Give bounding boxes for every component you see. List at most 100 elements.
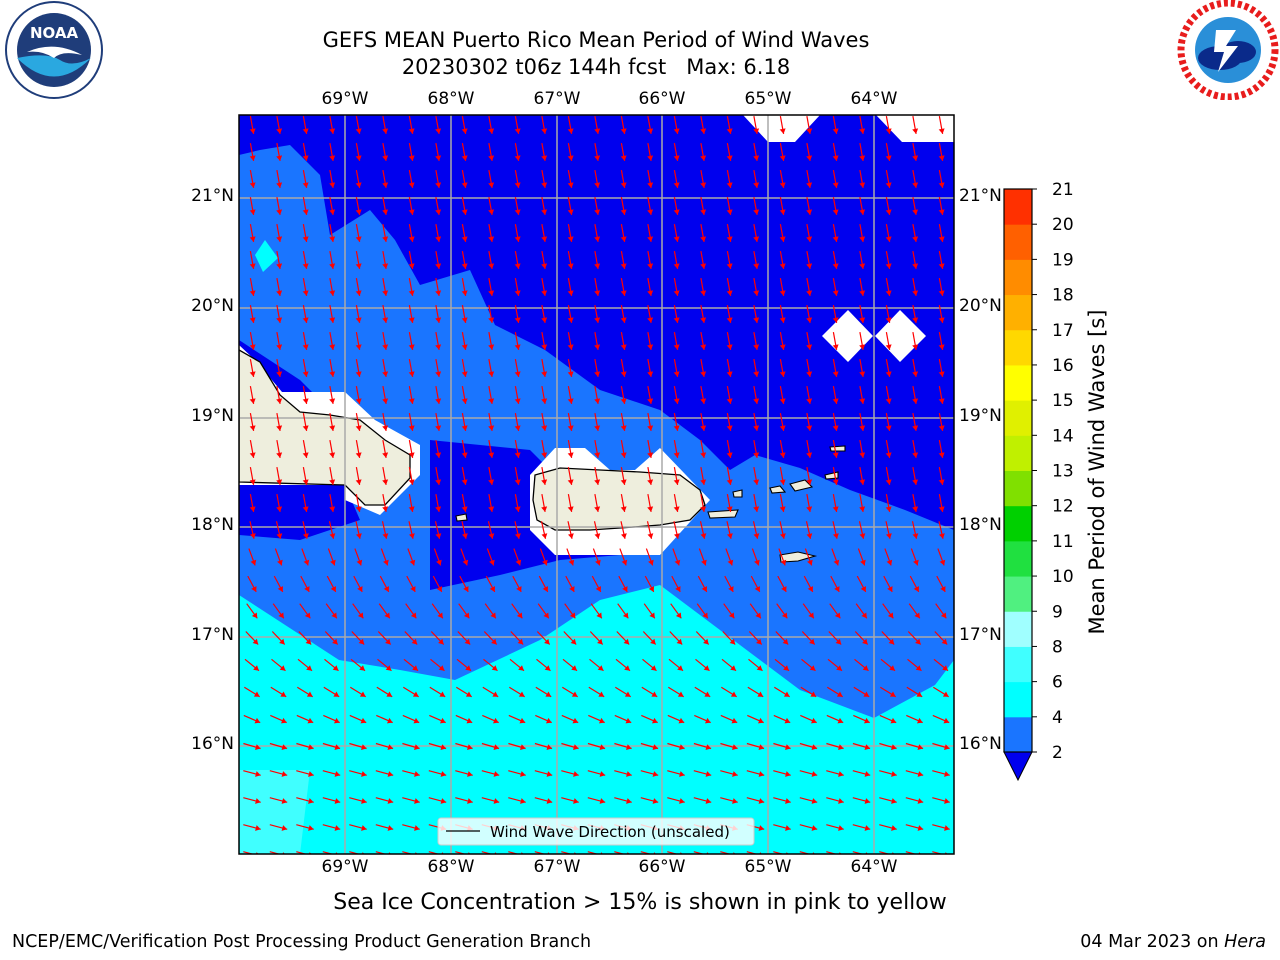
wind-wave-arrowhead <box>701 586 707 592</box>
wind-wave-arrowhead <box>594 506 601 512</box>
wind-wave-arrowhead <box>302 290 309 296</box>
wind-wave-arrowhead <box>594 128 601 134</box>
wind-wave-arrowhead <box>279 665 286 671</box>
wind-wave-arrowhead <box>493 771 500 777</box>
wind-wave-arrowhead <box>700 479 707 485</box>
wind-wave-arrowhead <box>620 209 627 215</box>
wind-wave-arrowhead <box>647 425 654 431</box>
wind-wave-arrowhead <box>620 425 627 431</box>
wind-wave-arrowhead <box>757 691 764 697</box>
colorbar-tick-label: 14 <box>1052 426 1074 446</box>
wind-wave-arrowhead <box>596 612 602 619</box>
wind-wave-arrowhead <box>860 586 866 592</box>
wind-wave-arrowhead <box>356 533 362 539</box>
wind-wave-arrowhead <box>726 317 733 323</box>
lon-label: 64°W <box>850 857 898 877</box>
lat-label: 17°N <box>959 625 1002 645</box>
wave-band-below-2 <box>239 115 954 530</box>
wind-wave-arrowhead <box>462 559 469 566</box>
wind-wave-arrowhead <box>255 825 261 831</box>
wind-wave-arrowhead <box>514 398 521 404</box>
wind-wave-arrowhead <box>408 371 415 377</box>
wind-wave-arrowhead <box>912 236 919 242</box>
wind-wave-arrowhead <box>567 182 574 188</box>
wind-wave-arrowhead <box>302 398 309 404</box>
colorbar-tick-label: 15 <box>1052 391 1074 411</box>
wind-wave-arrowhead <box>912 452 919 458</box>
wind-wave-arrowhead <box>408 209 415 215</box>
wind-wave-arrowhead <box>382 128 389 134</box>
wind-wave-arrowhead <box>700 236 707 242</box>
wind-wave-arrowhead <box>890 717 897 724</box>
wind-wave-arrowhead <box>567 209 574 215</box>
wind-wave-arrowhead <box>917 771 924 777</box>
wind-wave-arrowhead <box>944 771 950 777</box>
wind-wave-arrowhead <box>832 371 839 377</box>
lon-label: 67°W <box>533 857 581 877</box>
wind-wave-arrowhead <box>542 586 548 592</box>
wind-wave-arrowhead <box>249 209 256 215</box>
wind-wave-arrowhead <box>329 290 336 296</box>
wind-wave-arrowhead <box>677 665 683 671</box>
wind-wave-arrowhead <box>304 612 311 619</box>
wind-wave-arrowhead <box>885 479 892 485</box>
wind-wave-arrowhead <box>361 798 367 804</box>
wind-wave-arrowhead <box>700 533 707 539</box>
wind-wave-arrowhead <box>355 506 362 512</box>
wind-wave-arrowhead <box>753 344 760 350</box>
wind-wave-arrowhead <box>488 128 495 134</box>
lon-label: 65°W <box>744 857 792 877</box>
wind-wave-arrowhead <box>917 717 923 724</box>
wind-wave-arrowhead <box>276 479 283 485</box>
wind-wave-arrowhead <box>624 691 631 697</box>
max-value: Max: 6.18 <box>686 55 791 79</box>
wind-wave-arrowhead <box>329 398 336 404</box>
wind-wave-arrowhead <box>700 155 707 161</box>
wind-wave-arrowhead <box>253 665 259 671</box>
wind-wave-arrowhead <box>463 586 469 592</box>
wind-wave-arrowhead <box>383 559 389 566</box>
wind-wave-arrowhead <box>598 691 605 697</box>
wind-wave-arrowhead <box>249 506 256 512</box>
wind-wave-arrowhead <box>859 533 866 539</box>
wind-wave-arrowhead <box>700 290 707 296</box>
wind-wave-arrowhead <box>731 717 738 724</box>
wind-wave-arrowhead <box>357 612 364 619</box>
wind-wave-arrowhead <box>331 612 337 619</box>
colorbar-block <box>1004 611 1032 647</box>
wind-wave-arrowhead <box>912 425 919 431</box>
wind-wave-arrowhead <box>276 209 283 215</box>
wind-wave-arrowhead <box>355 236 362 242</box>
wind-wave-arrowhead <box>440 798 447 804</box>
wind-wave-arrowhead <box>753 425 760 431</box>
wind-wave-arrowhead <box>862 638 868 645</box>
wind-wave-arrowhead <box>885 209 892 215</box>
wind-wave-arrow <box>826 851 838 854</box>
wind-wave-arrowhead <box>461 263 468 269</box>
wind-wave-arrowhead <box>439 691 446 697</box>
wind-wave-arrowhead <box>491 665 498 671</box>
wind-wave-arrowhead <box>782 638 789 645</box>
wind-wave-arrowhead <box>543 612 549 619</box>
wind-wave-arrowhead <box>461 425 468 431</box>
wind-wave-arrowhead <box>435 182 442 188</box>
wind-wave-arrowhead <box>779 236 786 242</box>
colorbar-block <box>1004 294 1032 331</box>
wind-wave-arrowhead <box>518 665 524 671</box>
wind-wave-arrowhead <box>753 290 760 296</box>
wind-wave-arrowhead <box>249 317 256 323</box>
wind-wave-arrowhead <box>490 612 496 619</box>
wind-wave-arrowhead <box>249 182 256 188</box>
wind-wave-arrow <box>667 851 679 854</box>
wind-wave-arrowhead <box>276 452 283 458</box>
wind-wave-arrowhead <box>726 425 733 431</box>
wind-wave-arrowhead <box>703 665 710 671</box>
wind-wave-arrowhead <box>541 155 548 161</box>
wind-wave-arrowhead <box>541 506 548 512</box>
lat-label: 20°N <box>959 296 1002 316</box>
wind-wave-arrowhead <box>306 665 312 671</box>
wind-wave-arrowhead <box>303 533 309 539</box>
wind-wave-arrowhead <box>652 717 658 724</box>
wind-wave-arrowhead <box>413 717 420 724</box>
wind-wave-arrowhead <box>435 479 442 485</box>
